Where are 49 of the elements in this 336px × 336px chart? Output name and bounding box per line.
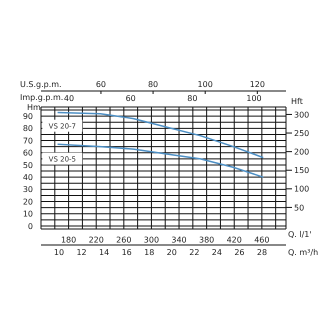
y-tick-label: 30 <box>22 185 33 194</box>
x-tick-label: 260 <box>116 236 132 245</box>
y-tick-label: 0 <box>28 222 33 231</box>
x-axis-title: Q. l/1' <box>288 230 312 239</box>
y-tick-label: 90 <box>22 112 33 121</box>
text: 10 <box>54 248 64 257</box>
line-series <box>56 143 264 178</box>
x-tick-label: 220 <box>88 236 104 245</box>
y-tick-label: 20 <box>22 197 33 206</box>
text: 100 <box>246 94 262 103</box>
y-tick-label: 10 <box>22 210 33 219</box>
x-tick-label: 380 <box>198 236 214 245</box>
text: Imp.g.p.m. <box>20 93 64 102</box>
text: 26 <box>234 248 245 257</box>
text: 20 <box>166 248 177 257</box>
x-tick-label: 300 <box>144 236 160 245</box>
x2-axis-title: U.S.g.p.m. <box>20 80 62 89</box>
x2-tick-label: 100 <box>198 80 213 89</box>
text: 80 <box>187 94 198 103</box>
text: 24 <box>212 248 222 257</box>
x-tick-label: 460 <box>254 236 270 245</box>
text: 18 <box>144 248 154 257</box>
y-tick-label: 70 <box>22 136 33 146</box>
text: 22 <box>189 248 200 257</box>
text: 40 <box>64 94 74 103</box>
y-tick-label: 60 <box>22 148 33 158</box>
y2-axis-title: Hft <box>291 97 303 106</box>
y2-tick-label: 100 <box>294 184 310 194</box>
y2-tick-label: 250 <box>294 128 310 138</box>
text: Q. m³/h <box>288 248 318 257</box>
y-tick-label: 80 <box>22 124 33 134</box>
text: 28 <box>256 248 268 257</box>
y-axis-title: Hm <box>27 103 42 112</box>
x-tick-label: 420 <box>226 236 242 245</box>
y2-tick-label: 50 <box>294 203 304 212</box>
y-tick-label: 40 <box>22 172 33 182</box>
x2-tick-label: 80 <box>148 80 158 89</box>
x2-tick-label: 120 <box>250 80 265 89</box>
y2-tick-label: 200 <box>294 147 310 156</box>
y2-tick-label: 150 <box>294 166 310 176</box>
x-tick-label: 180 <box>60 236 76 245</box>
text: 14 <box>99 248 110 257</box>
x-tick-label: 340 <box>171 236 187 245</box>
text: 16 <box>122 248 132 257</box>
y2-tick-label: 300 <box>294 110 310 120</box>
x2-tick-label: 60 <box>96 80 106 89</box>
text: 60 <box>126 94 136 103</box>
text: 12 <box>76 248 87 257</box>
y-tick-label: 50 <box>22 160 33 170</box>
